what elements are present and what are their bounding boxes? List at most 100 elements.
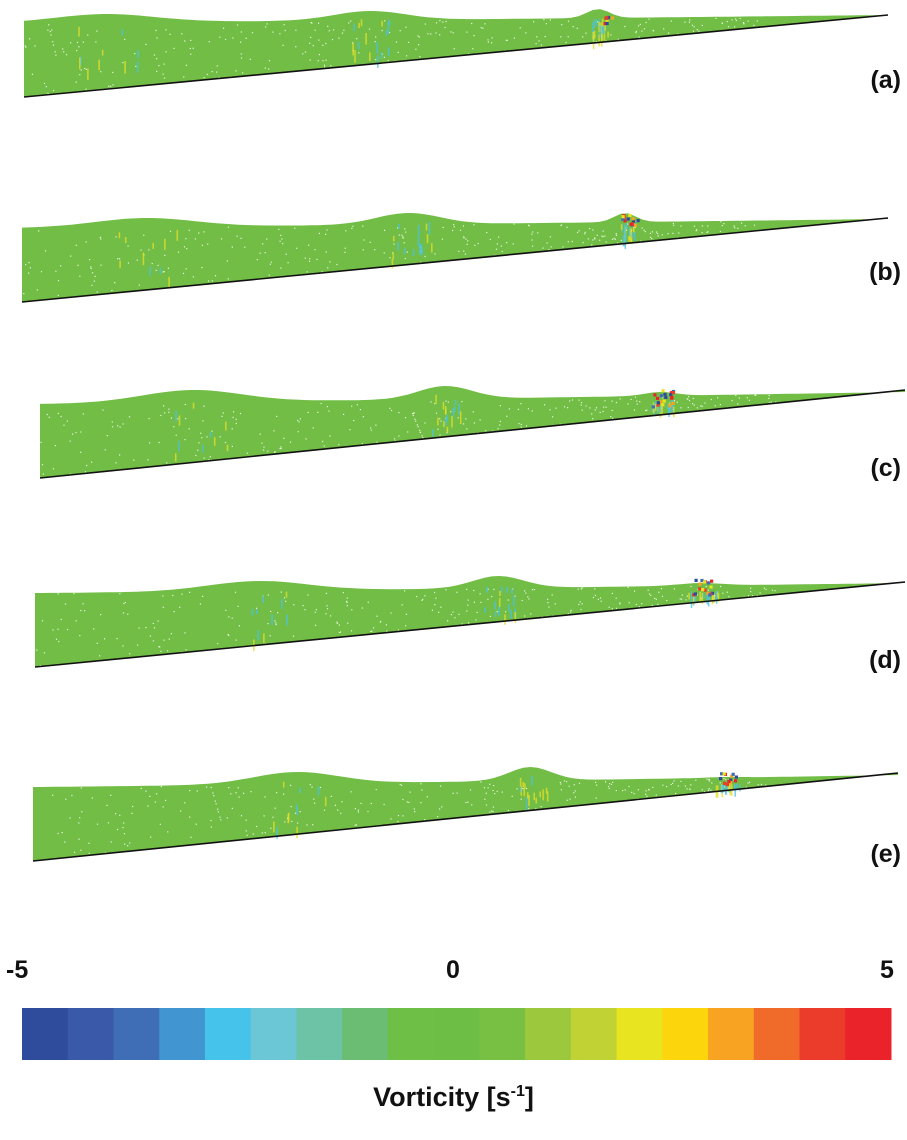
vorticity-streak xyxy=(593,31,596,39)
particle-speckle xyxy=(701,405,703,407)
particle-speckle xyxy=(311,786,313,788)
particle-speckle xyxy=(280,234,282,236)
vorticity-streak xyxy=(599,25,602,39)
particle-speckle xyxy=(417,426,419,428)
particle-speckle xyxy=(263,815,265,817)
particle-speckle xyxy=(119,258,121,260)
vorticity-streak xyxy=(225,421,227,431)
particle-speckle xyxy=(225,609,227,611)
particle-speckle xyxy=(559,781,561,783)
particle-speckle xyxy=(259,252,261,254)
breaking-bore-particle xyxy=(668,404,672,408)
particle-speckle xyxy=(91,284,93,286)
particle-speckle xyxy=(518,423,520,425)
particle-speckle xyxy=(297,419,299,422)
particle-speckle xyxy=(537,232,539,234)
particle-speckle xyxy=(273,430,275,432)
particle-speckle xyxy=(157,620,159,622)
particle-speckle xyxy=(602,410,604,413)
particle-speckle xyxy=(122,827,124,829)
particle-speckle xyxy=(680,407,682,409)
particle-speckle xyxy=(128,416,131,418)
vorticity-streak xyxy=(601,34,603,47)
particle-speckle xyxy=(78,838,80,840)
particle-speckle xyxy=(79,817,81,819)
particle-speckle xyxy=(384,20,386,22)
particle-speckle xyxy=(216,65,218,67)
particle-speckle xyxy=(487,39,489,41)
particle-speckle xyxy=(594,594,596,596)
particle-speckle xyxy=(686,595,688,597)
particle-speckle xyxy=(296,247,298,249)
particle-speckle xyxy=(343,413,345,415)
particle-speckle xyxy=(110,85,112,87)
particle-speckle xyxy=(726,20,728,23)
panel-label-d: (d) xyxy=(869,646,901,674)
vorticity-streak xyxy=(377,55,379,68)
particle-speckle xyxy=(495,248,498,250)
vorticity-streak xyxy=(525,797,528,811)
particle-speckle xyxy=(310,36,312,38)
particle-speckle xyxy=(134,53,136,55)
particle-speckle xyxy=(203,77,205,79)
particle-speckle xyxy=(550,246,552,248)
particle-speckle xyxy=(71,794,73,797)
particle-speckle xyxy=(276,415,278,417)
particle-speckle xyxy=(768,395,770,397)
breaking-bore-particle xyxy=(661,403,665,407)
particle-speckle xyxy=(264,832,266,834)
particle-speckle xyxy=(277,612,279,614)
particle-speckle xyxy=(724,786,726,788)
vorticity-streak xyxy=(417,235,420,247)
particle-speckle xyxy=(397,51,399,53)
particle-speckle xyxy=(312,427,314,429)
particle-speckle xyxy=(75,81,77,83)
particle-speckle xyxy=(567,20,570,22)
vorticity-streak xyxy=(387,22,390,34)
particle-speckle xyxy=(60,618,62,620)
particle-speckle xyxy=(413,412,415,415)
particle-speckle xyxy=(89,259,91,261)
particle-speckle xyxy=(80,69,82,71)
particle-speckle xyxy=(243,792,245,794)
particle-speckle xyxy=(706,231,708,233)
particle-speckle xyxy=(341,801,343,803)
particle-speckle xyxy=(711,782,713,784)
panel-label-c: (c) xyxy=(870,454,901,482)
particle-speckle xyxy=(279,240,281,242)
particle-speckle xyxy=(306,824,308,826)
particle-speckle xyxy=(88,842,90,844)
vorticity-streak xyxy=(124,237,127,244)
particle-speckle xyxy=(489,783,491,785)
particle-speckle xyxy=(660,588,662,590)
vorticity-streak xyxy=(659,405,662,413)
particle-speckle xyxy=(717,397,719,399)
particle-speckle xyxy=(65,798,67,800)
vorticity-streak xyxy=(703,592,705,599)
vorticity-streak xyxy=(701,592,704,604)
vorticity-streak xyxy=(281,598,283,609)
particle-speckle xyxy=(100,71,102,73)
particle-speckle xyxy=(356,404,358,406)
particle-speckle xyxy=(397,815,400,817)
particle-speckle xyxy=(493,588,495,590)
particle-speckle xyxy=(282,243,284,245)
particle-speckle xyxy=(672,222,674,224)
particle-speckle xyxy=(346,605,348,607)
particle-speckle xyxy=(359,409,361,411)
particle-speckle xyxy=(149,635,151,637)
particle-speckle xyxy=(658,591,660,593)
particle-speckle xyxy=(354,808,356,810)
particle-speckle xyxy=(131,812,133,814)
particle-speckle xyxy=(237,787,239,789)
particle-speckle xyxy=(155,269,157,271)
particle-speckle xyxy=(431,609,433,611)
particle-speckle xyxy=(82,413,84,415)
particle-speckle xyxy=(401,604,403,606)
particle-speckle xyxy=(560,783,562,785)
particle-speckle xyxy=(122,62,124,64)
particle-speckle xyxy=(657,603,659,605)
particle-speckle xyxy=(654,597,656,599)
vorticity-streak xyxy=(287,814,289,824)
particle-speckle xyxy=(28,272,30,274)
